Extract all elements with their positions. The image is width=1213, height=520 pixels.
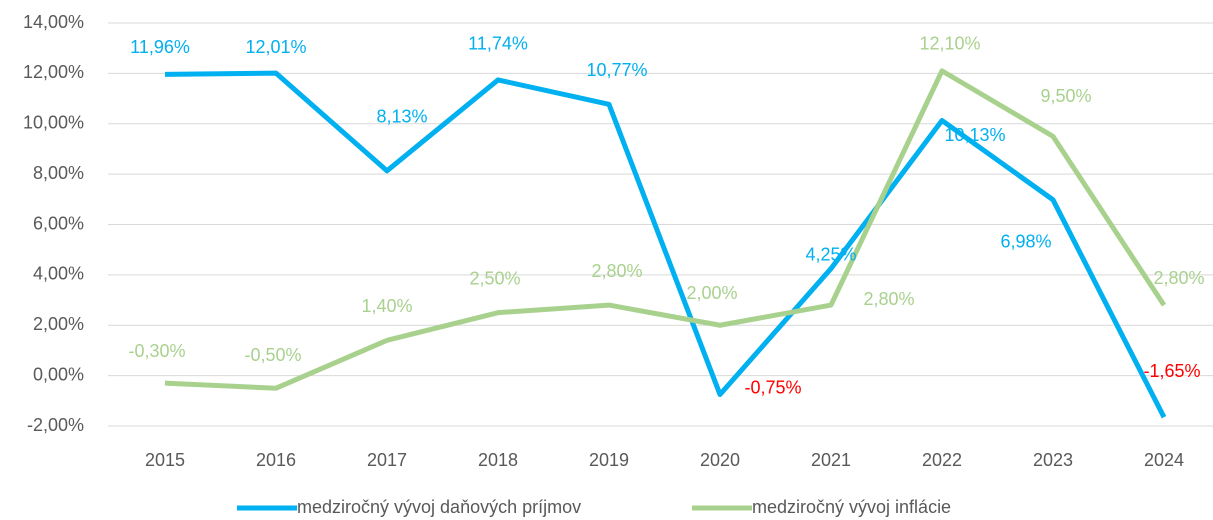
x-tick-label: 2020 [700,450,740,470]
series-line [164,70,1167,419]
y-tick-label: 8,00% [33,163,84,183]
x-tick-label: 2021 [811,450,851,470]
data-label: -1,65% [1143,361,1200,381]
data-label: 11,96% [130,37,190,57]
data-label: 9,50% [1040,86,1091,106]
data-label: 2,80% [591,261,642,281]
data-label: -0,50% [244,345,301,365]
y-tick-label: 14,00% [23,12,84,32]
x-tick-label: 2024 [1144,450,1184,470]
series-line [164,68,1167,391]
x-tick-label: 2018 [478,450,518,470]
x-tick-label: 2016 [256,450,296,470]
x-tick-label: 2022 [922,450,962,470]
x-tick-label: 2019 [589,450,629,470]
data-label: 1,40% [361,296,412,316]
legend-label: medziročný vývoj inflácie [752,497,951,517]
data-label: 12,10% [919,34,980,54]
data-label: 10,77% [586,60,647,80]
y-tick-label: 12,00% [23,62,84,82]
y-tick-label: 4,00% [33,264,84,284]
x-tick-label: 2015 [145,450,185,470]
y-tick-label: 0,00% [33,364,84,384]
data-label: 4,25% [805,244,856,264]
legend-label: medziročný vývoj daňových príjmov [297,497,581,517]
y-tick-label: 10,00% [23,113,84,133]
x-tick-label: 2017 [367,450,407,470]
data-label: -0,75% [744,377,801,397]
data-label: 2,50% [469,268,520,288]
y-tick-label: -2,00% [27,415,84,435]
data-label: 2,80% [863,289,914,309]
data-label: 10,13% [944,125,1005,145]
y-tick-label: 6,00% [33,213,84,233]
data-label: 11,74% [468,34,528,54]
data-label: 12,01% [245,37,306,57]
data-label: 2,80% [1153,268,1204,288]
data-label: 6,98% [1000,232,1051,252]
y-tick-label: 2,00% [33,314,84,334]
data-label: -0,30% [128,341,185,361]
data-label: 8,13% [376,107,427,127]
x-tick-label: 2023 [1033,450,1073,470]
data-label: 2,00% [686,283,737,303]
